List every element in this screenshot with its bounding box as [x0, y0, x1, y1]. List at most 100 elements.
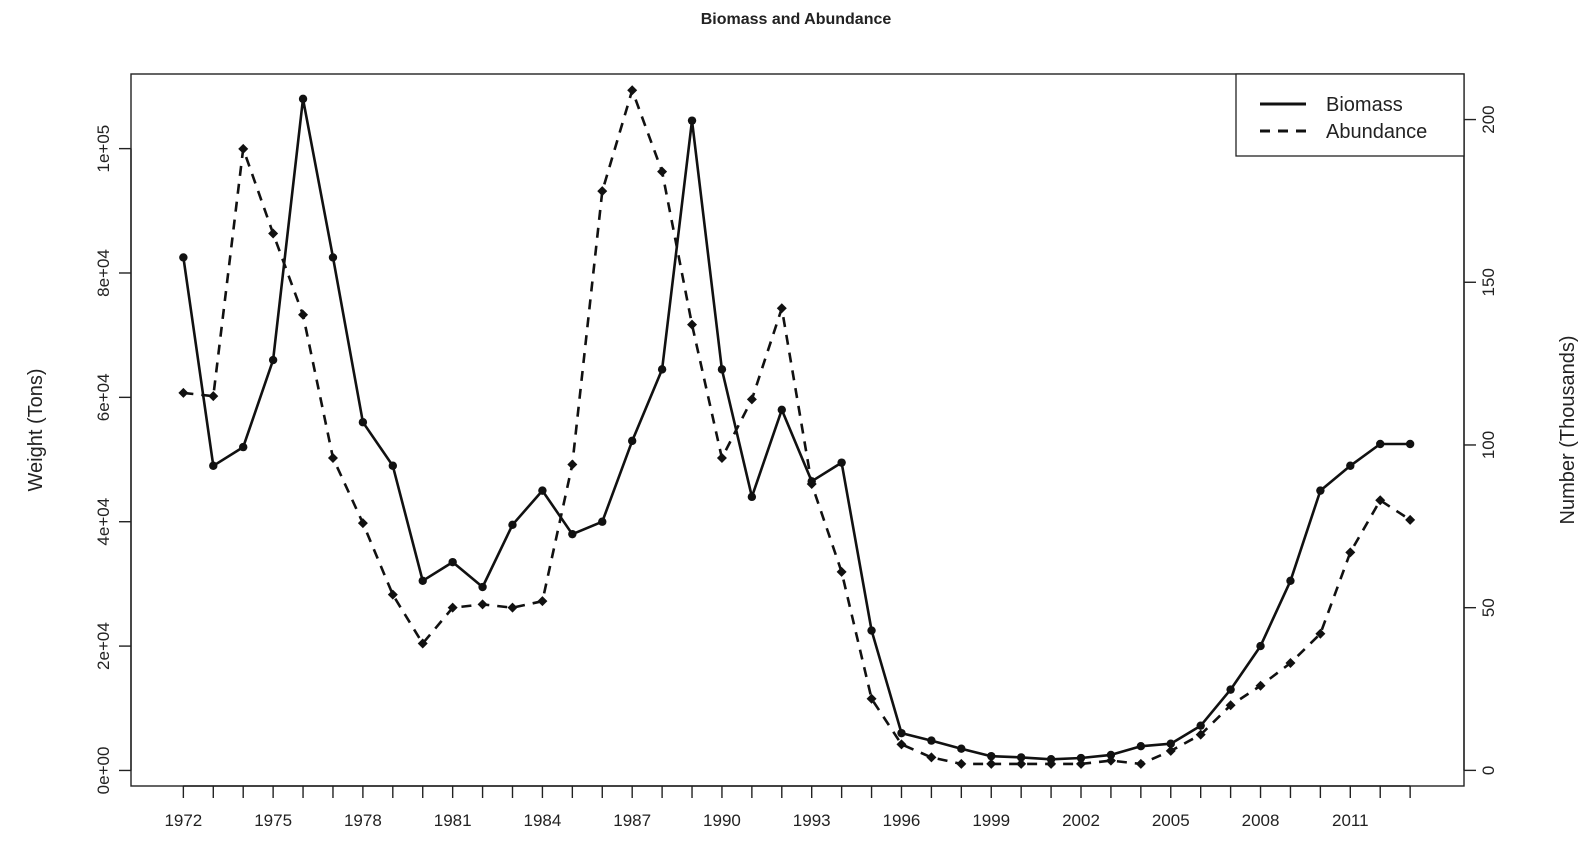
data-point-biomass — [328, 253, 338, 262]
y-tick-label-right: 0 — [1479, 766, 1498, 775]
data-point-biomass — [897, 728, 906, 738]
data-point-biomass — [1405, 439, 1415, 449]
data-point-biomass — [1346, 461, 1355, 470]
data-point-abundance — [1076, 758, 1087, 769]
data-point-biomass — [1076, 753, 1086, 763]
data-point-biomass — [568, 529, 577, 539]
y-tick-label-left: 8e+04 — [94, 249, 113, 297]
data-point-abundance — [268, 228, 279, 239]
data-point-abundance — [417, 638, 428, 649]
data-point-abundance — [1315, 628, 1326, 639]
x-tick-label: 1978 — [344, 811, 382, 830]
data-point-abundance — [567, 459, 578, 470]
data-point-abundance — [1255, 680, 1266, 691]
y-tick-label-left: 4e+04 — [94, 498, 113, 546]
data-point-biomass — [1166, 739, 1175, 748]
data-point-abundance — [1405, 514, 1416, 525]
data-point-biomass — [1316, 486, 1325, 495]
data-point-biomass — [1196, 721, 1205, 730]
y-tick-label-right: 150 — [1479, 268, 1498, 296]
legend-box — [1235, 73, 1465, 157]
data-point-biomass — [418, 576, 427, 585]
data-point-biomass — [538, 486, 547, 495]
x-tick-label: 1990 — [703, 811, 741, 830]
series-line-biomass — [182, 97, 1411, 761]
data-point-biomass — [837, 458, 846, 467]
x-tick-label: 1999 — [972, 811, 1010, 830]
data-point-biomass — [209, 461, 218, 470]
chart-title: Biomass and Abundance — [701, 11, 892, 28]
data-point-abundance — [836, 566, 847, 577]
legend: Biomass Abundance — [1235, 73, 1465, 157]
data-point-biomass — [1376, 439, 1385, 449]
x-tick-label: 1984 — [524, 811, 562, 830]
data-point-abundance — [627, 85, 638, 96]
data-point-abundance — [746, 394, 757, 405]
x-axis: 1972 1975 1978 1981 1984 1987 1990 1993 1996 1999… — [164, 785, 1411, 830]
data-point-abundance — [716, 452, 727, 463]
data-point-abundance — [956, 758, 967, 769]
series-line-abundance — [183, 89, 1411, 766]
legend-label-abundance: Abundance — [1326, 121, 1427, 143]
data-point-biomass — [1016, 753, 1026, 762]
x-tick-label: 2005 — [1152, 811, 1190, 830]
data-point-abundance — [477, 599, 488, 610]
x-tick-label: 1975 — [254, 811, 292, 830]
x-tick-label: 2002 — [1062, 811, 1100, 830]
data-point-biomass — [1286, 576, 1295, 585]
data-point-biomass — [987, 751, 996, 761]
x-tick-label: 1987 — [613, 811, 651, 830]
y-tick-label-left: 2e+04 — [94, 622, 113, 670]
data-point-biomass — [179, 253, 188, 262]
data-point-biomass — [657, 365, 667, 374]
y-axis-title-right: Number (Thousands) — [1557, 336, 1579, 525]
y-tick-label-right: 50 — [1479, 598, 1498, 617]
data-point-biomass — [1226, 685, 1235, 694]
data-point-abundance — [1285, 657, 1296, 668]
data-point-biomass — [1106, 750, 1116, 760]
x-tick-label: 1993 — [793, 811, 831, 830]
data-point-abundance — [776, 303, 787, 314]
y-axis-right: 0 50 100 150 200 — [1463, 105, 1498, 775]
y-tick-label-left: 1e+05 — [94, 125, 113, 173]
data-point-abundance — [447, 602, 458, 613]
data-point-abundance — [806, 479, 817, 490]
data-point-abundance — [1165, 745, 1176, 756]
x-tick-label: 1981 — [434, 811, 472, 830]
data-point-biomass — [777, 405, 786, 414]
data-point-abundance — [687, 319, 698, 330]
data-point-biomass — [927, 736, 936, 745]
data-point-biomass — [598, 517, 607, 526]
y-tick-label-right: 200 — [1479, 105, 1498, 133]
data-point-biomass — [358, 418, 368, 427]
data-point-abundance — [178, 387, 189, 398]
data-point-biomass — [239, 442, 248, 452]
data-point-biomass — [1256, 641, 1265, 651]
data-point-abundance — [327, 452, 338, 463]
data-point-biomass — [388, 461, 398, 470]
data-point-abundance — [1016, 758, 1027, 769]
data-point-abundance — [1195, 729, 1206, 740]
data-point-biomass — [747, 492, 757, 502]
data-point-biomass — [268, 355, 278, 365]
data-point-biomass — [867, 626, 876, 635]
data-point-abundance — [357, 518, 368, 529]
y-axis-left: 0e+00 2e+04 4e+04 6e+04 8e+04 1e+05 — [94, 125, 132, 794]
data-point-abundance — [1345, 547, 1356, 558]
data-point-abundance — [238, 143, 249, 154]
data-point-abundance — [208, 391, 219, 402]
data-point-abundance — [387, 589, 398, 600]
data-point-biomass — [478, 582, 487, 592]
data-point-abundance — [657, 166, 668, 177]
data-point-abundance — [866, 693, 877, 704]
x-tick-label: 2008 — [1242, 811, 1280, 830]
y-axis-title-left: Weight (Tons) — [25, 368, 47, 491]
data-point-biomass — [627, 436, 637, 446]
data-point-abundance — [298, 309, 309, 320]
legend-label-biomass: Biomass — [1326, 94, 1403, 116]
data-point-abundance — [507, 602, 518, 613]
x-tick-label: 2011 — [1332, 811, 1369, 830]
data-point-biomass — [717, 365, 727, 374]
y-tick-label-right: 100 — [1479, 431, 1498, 459]
